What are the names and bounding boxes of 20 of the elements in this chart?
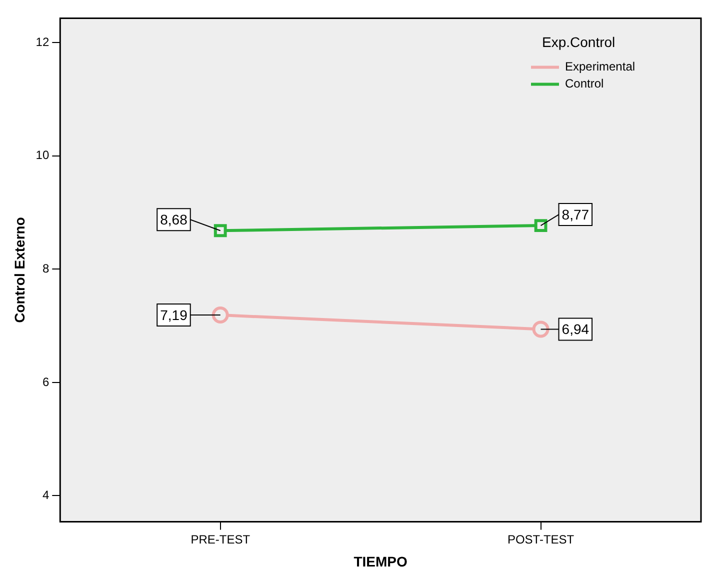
data-label: 8,77 [562,206,590,222]
y-tick-label: 4 [42,488,50,502]
legend-label: Control [565,76,604,91]
point [532,320,550,338]
y-tick-label: 10 [36,148,50,162]
data-label: 6,94 [562,321,590,338]
data-label: 7,19 [160,306,188,323]
point [214,224,227,238]
y-tick-label: 6 [42,374,50,389]
point [212,306,229,324]
legend-label: Experimental [565,60,636,74]
legend-title: Exp.Control [542,34,616,50]
y-axis-title: Control Externo [11,217,28,323]
y-tick-label: 12 [36,34,50,49]
x-tick-label: POST-TEST [507,532,575,546]
data-label: 8,68 [160,211,188,228]
point [534,219,548,232]
y-tick-label: 8 [42,261,50,276]
x-axis-title: TIEMPO [354,553,408,570]
x-tick-label: PRE-TEST [190,532,251,546]
